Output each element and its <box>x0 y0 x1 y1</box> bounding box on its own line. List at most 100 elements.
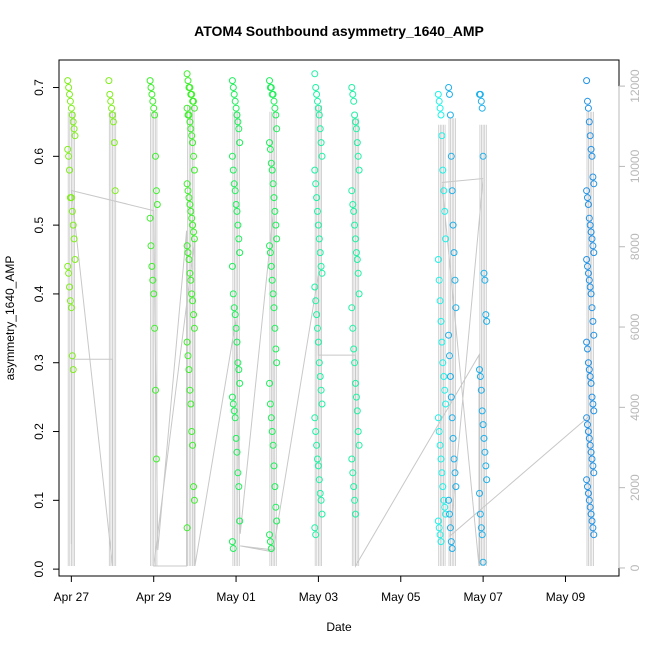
data-point <box>349 90 357 98</box>
data-point <box>352 125 360 133</box>
data-point <box>266 531 273 539</box>
data-point <box>186 269 194 277</box>
data-point <box>588 304 596 312</box>
data-point <box>228 262 236 270</box>
x-tick-label: May 09 <box>546 590 586 604</box>
chart-title: ATOM4 Southbound asymmetry_1640_AMP <box>194 23 484 39</box>
data-point <box>445 84 453 91</box>
y-tick-label: 0.2 <box>32 423 46 440</box>
data-point <box>230 180 238 188</box>
data-point <box>229 84 237 91</box>
data-point <box>236 139 244 147</box>
data-point <box>151 324 159 332</box>
data-point <box>350 483 358 491</box>
data-point <box>446 352 453 360</box>
data-point <box>190 152 197 160</box>
data-point <box>478 104 486 112</box>
data-point <box>442 510 450 518</box>
data-point <box>449 434 457 442</box>
data-point <box>146 77 154 85</box>
data-point <box>448 545 456 552</box>
data-point <box>186 84 194 91</box>
data-point <box>147 242 155 250</box>
data-point <box>350 345 358 353</box>
data-point <box>266 77 273 85</box>
data-point <box>587 379 595 387</box>
data-point <box>232 201 240 208</box>
data-point <box>271 483 279 491</box>
data-point <box>590 469 598 477</box>
data-point <box>269 441 277 449</box>
data-point <box>68 207 76 215</box>
data-point <box>190 104 198 112</box>
data-point <box>436 104 444 112</box>
data-point <box>447 538 455 546</box>
data-point <box>229 545 237 552</box>
x-tick-label: Apr 29 <box>136 590 172 604</box>
data-point <box>318 269 326 277</box>
data-point <box>190 324 198 332</box>
data-point <box>268 428 276 435</box>
data-point <box>232 434 240 442</box>
secondary-trace <box>67 105 594 568</box>
data-point <box>186 118 194 126</box>
data-point <box>586 441 594 449</box>
data-point <box>584 262 591 270</box>
data-point <box>586 503 594 511</box>
data-point <box>435 276 443 284</box>
data-point <box>312 531 320 539</box>
data-point <box>446 111 454 119</box>
data-point <box>267 159 275 167</box>
data-points <box>64 70 598 566</box>
data-point <box>271 104 279 112</box>
data-point <box>351 111 359 119</box>
data-point <box>583 256 591 263</box>
data-point <box>348 187 356 195</box>
data-point <box>316 249 324 257</box>
data-point <box>314 97 321 105</box>
data-point <box>589 173 597 181</box>
data-point <box>106 90 114 98</box>
data-point <box>107 97 115 105</box>
data-point <box>190 235 198 243</box>
y-tick-label: 0.0 <box>32 560 46 577</box>
data-point <box>476 510 484 518</box>
data-point <box>353 407 361 415</box>
data-point <box>190 97 197 105</box>
data-point <box>314 338 322 346</box>
data-point <box>476 90 484 98</box>
data-point <box>272 503 280 511</box>
data-point <box>439 483 447 491</box>
data-point <box>440 496 448 504</box>
data-point <box>184 249 192 257</box>
data-point <box>442 235 450 243</box>
data-point <box>317 496 325 504</box>
data-point <box>318 152 326 160</box>
data-point <box>187 400 195 408</box>
data-point <box>151 111 159 119</box>
data-point <box>185 111 193 119</box>
data-point <box>190 166 198 174</box>
y-axis: 0.0 0.1 0.2 0.3 0.4 0.5 0.6 0.7 <box>32 79 60 577</box>
data-point <box>317 139 325 147</box>
data-point <box>229 400 237 408</box>
data-point <box>480 269 488 277</box>
data-point <box>272 111 280 119</box>
data-point <box>478 407 486 415</box>
data-point <box>317 262 325 270</box>
data-point <box>313 311 321 319</box>
data-point <box>478 531 486 539</box>
data-point <box>348 455 356 463</box>
data-point <box>311 414 319 422</box>
data-point <box>583 476 591 484</box>
data-point <box>315 476 323 484</box>
data-point <box>229 166 237 174</box>
data-point <box>587 290 595 298</box>
data-point <box>585 214 593 222</box>
data-point <box>434 256 442 263</box>
y-tick-label: 0.5 <box>32 216 46 233</box>
data-point <box>233 207 241 215</box>
data-point <box>589 242 597 250</box>
data-point <box>354 152 362 160</box>
